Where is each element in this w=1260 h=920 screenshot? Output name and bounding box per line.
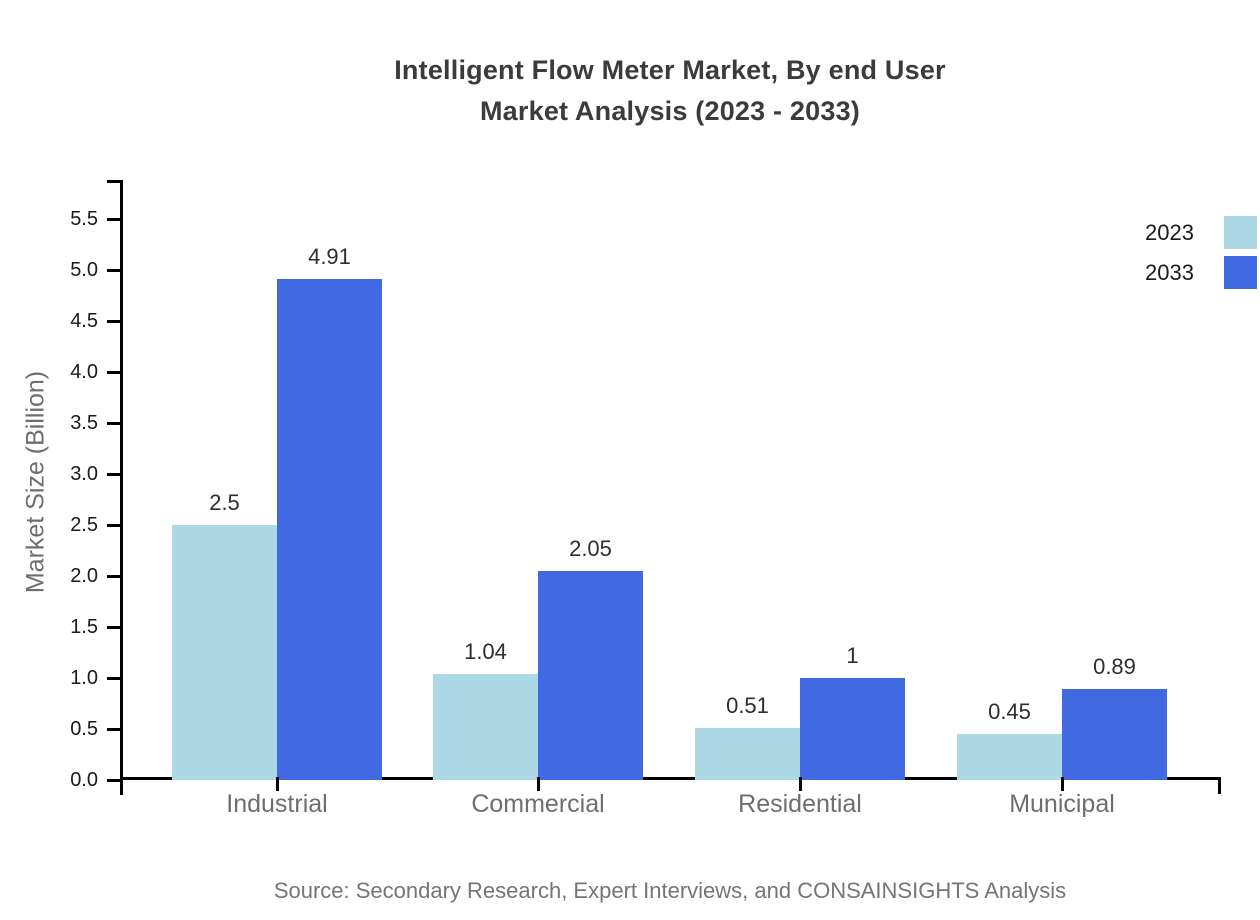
legend-item-2023: 2023 <box>1145 216 1257 249</box>
y-axis-line <box>120 180 123 795</box>
y-tick <box>107 319 120 323</box>
y-axis-end-tick <box>107 180 120 183</box>
x-category-label-industrial: Industrial <box>226 790 328 818</box>
bar-2033-municipal <box>1062 689 1167 780</box>
y-tick <box>107 676 120 680</box>
y-tick <box>107 421 120 425</box>
y-tick <box>107 370 120 374</box>
bar-2023-residential <box>695 727 800 780</box>
legend-item-2033: 2033 <box>1145 256 1257 289</box>
x-category-label-commercial: Commercial <box>471 790 605 818</box>
value-label: 0.45 <box>988 699 1031 725</box>
value-label: 0.51 <box>726 692 769 718</box>
value-label: 4.91 <box>308 244 351 270</box>
x-tick <box>275 777 279 791</box>
y-tick-label: 1.5 <box>70 616 98 638</box>
y-tick <box>107 472 120 476</box>
value-label: 2.5 <box>209 490 240 515</box>
bar-2033-industrial <box>277 279 382 780</box>
chart-title-line2: Market Analysis (2023 - 2033) <box>479 96 860 126</box>
x-axis-end-tick <box>1218 777 1221 794</box>
x-tick <box>1060 777 1064 791</box>
y-tick-label: 1.0 <box>70 667 98 689</box>
bar-2023-industrial <box>172 525 277 780</box>
legend-swatch <box>1224 216 1257 249</box>
y-tick <box>107 217 120 221</box>
x-tick <box>798 777 802 791</box>
x-axis-line <box>120 777 1221 780</box>
y-tick-label: 2.5 <box>70 514 98 536</box>
y-tick-label: 3.0 <box>70 463 98 485</box>
bar-2023-municipal <box>957 734 1062 780</box>
value-label: 1.04 <box>464 638 507 664</box>
legend-label: 2033 <box>1145 259 1194 285</box>
legend-swatch <box>1224 256 1257 289</box>
x-tick <box>536 777 540 791</box>
y-tick-label: 5.0 <box>70 259 98 281</box>
y-tick-label: 4.0 <box>70 361 98 383</box>
bar-2033-residential <box>800 678 905 780</box>
y-tick-label: 3.5 <box>70 412 98 434</box>
chart-title: Intelligent Flow Meter Market, By end Us… <box>140 50 1200 132</box>
y-tick <box>107 523 120 527</box>
y-tick-label: 0.5 <box>70 718 98 740</box>
y-tick <box>107 574 120 578</box>
y-tick-label: 0.0 <box>70 769 98 791</box>
x-category-label-municipal: Municipal <box>1009 790 1115 818</box>
y-tick <box>107 727 120 731</box>
value-label: 2.05 <box>569 535 612 561</box>
value-label: 1 <box>846 643 859 668</box>
y-tick <box>107 625 120 629</box>
legend-label: 2023 <box>1145 219 1194 245</box>
plot-area: 0.0 0.5 1.0 1.5 2.0 2.5 3.0 3.5 4.0 4.5 5.0 5.5 2.5… <box>70 178 1221 818</box>
legend: 2023 2033 <box>1145 216 1257 296</box>
y-tick-label: 4.5 <box>70 310 98 332</box>
bar-2023-commercial <box>433 673 538 780</box>
y-tick-label: 2.0 <box>70 565 98 587</box>
chart-title-line1: Intelligent Flow Meter Market, By end Us… <box>394 55 946 85</box>
y-tick <box>107 778 120 782</box>
x-category-label-residential: Residential <box>738 790 862 818</box>
bar-2033-commercial <box>538 570 643 780</box>
y-tick-label: 5.5 <box>70 208 98 230</box>
y-tick <box>107 268 120 272</box>
value-label: 0.89 <box>1093 654 1136 680</box>
source-note: Source: Secondary Research, Expert Inter… <box>273 878 1067 903</box>
